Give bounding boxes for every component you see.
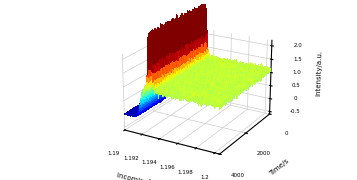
Text: $\times\,10^4$: $\times\,10^4$ — [132, 178, 153, 180]
X-axis label: Incoming energy/eV: Incoming energy/eV — [116, 172, 185, 180]
Y-axis label: Time/s: Time/s — [268, 158, 290, 177]
